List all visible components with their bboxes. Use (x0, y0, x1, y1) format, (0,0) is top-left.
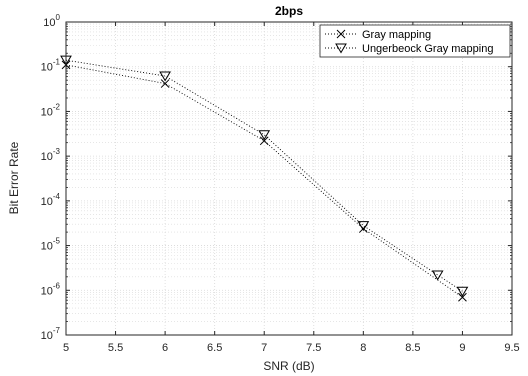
x-tick-label: 7 (261, 342, 267, 354)
data-point (259, 136, 269, 146)
x-tick-label: 9.5 (504, 342, 519, 354)
data-point (159, 71, 171, 82)
legend-entry: Gray mapping (325, 29, 431, 41)
x-axis-label: SNR (dB) (263, 359, 314, 373)
y-tick-label: 10-5 (41, 237, 61, 253)
y-tick-label: 10-4 (41, 192, 61, 208)
y-axis-label: Bit Error Rate (7, 141, 21, 214)
legend-box (319, 24, 511, 58)
y-tick-base: 10 (41, 62, 53, 74)
data-point (258, 130, 271, 141)
y-tick-base: 10 (41, 151, 53, 163)
y-tick-exponent: -5 (53, 237, 61, 246)
legend-marker (336, 29, 346, 39)
data-point (160, 79, 170, 88)
x-tick-label: 6 (162, 342, 168, 354)
y-tick-label: 10-3 (41, 147, 61, 163)
series-line (65, 59, 463, 292)
y-tick-exponent: -4 (53, 192, 61, 201)
legend-label: Ungerbeock Gray mapping (362, 43, 493, 55)
series-line (65, 64, 463, 298)
y-tick-label: 10-6 (41, 281, 61, 297)
y-tick-base: 10 (43, 17, 55, 29)
y-tick-label: 10-2 (41, 102, 61, 118)
data-point (456, 286, 469, 297)
y-tick-exponent: -3 (53, 147, 61, 156)
x-tick-label: 5.5 (108, 342, 123, 354)
legend-entry: Ungerbeock Gray mapping (325, 43, 493, 55)
legend-label: Gray mapping (362, 29, 431, 41)
legend-entries: Gray mapping Ungerbeock Gray mapping (325, 29, 493, 55)
y-tick-base: 10 (41, 330, 53, 342)
data-point (431, 270, 444, 281)
y-tick-label: 100 (43, 13, 60, 29)
y-tick-exponent: -1 (53, 58, 61, 67)
legend-marker (335, 43, 347, 54)
axis-ticks: 5 5.5 6 6.5 7 7.5 8 8.5 9 9.510-710-610-510-410-3… (41, 13, 520, 354)
series-2 (60, 55, 469, 297)
x-tick-label: 7.5 (306, 342, 321, 354)
grid (65, 21, 513, 336)
y-tick-label: 10-1 (41, 58, 61, 74)
x-tick-label: 5 (63, 342, 69, 354)
y-tick-base: 10 (41, 196, 53, 208)
y-tick-exponent: -7 (53, 326, 61, 335)
y-tick-base: 10 (41, 241, 53, 253)
x-tick-label: 9 (459, 342, 465, 354)
series-layer (60, 55, 469, 302)
chart-title: 2bps (275, 4, 303, 18)
data-point (357, 221, 370, 232)
plot-frame (65, 21, 513, 336)
legend: Gray mapping Ungerbeock Gray mapping (319, 24, 511, 58)
y-tick-base: 10 (41, 285, 53, 297)
y-tick-exponent: -2 (53, 102, 61, 111)
y-tick-exponent: 0 (56, 13, 61, 22)
x-tick-label: 6.5 (207, 342, 222, 354)
x-tick-label: 8.5 (405, 342, 420, 354)
y-tick-label: 10-7 (41, 326, 61, 342)
data-point (458, 292, 467, 302)
y-tick-base: 10 (41, 106, 53, 118)
x-tick-label: 8 (360, 342, 366, 354)
y-tick-exponent: -6 (53, 281, 61, 290)
